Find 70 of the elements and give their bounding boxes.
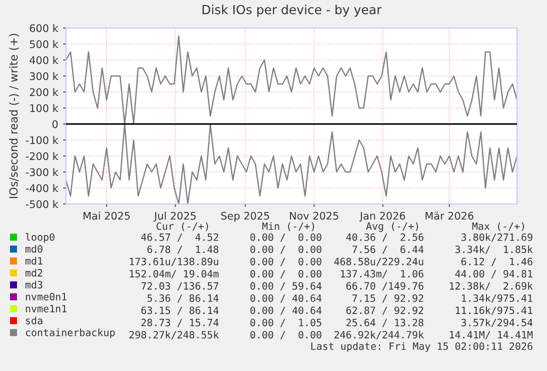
y-tick-label: -400 k <box>26 184 58 192</box>
y-tick-label: -200 k <box>26 152 58 160</box>
text: 0.00 / 59.64 <box>250 282 322 291</box>
text: 72.03 /136.57 <box>141 282 218 291</box>
text: Cur (-/+) <box>156 222 208 232</box>
text: Max (-/+) <box>472 222 524 232</box>
legend-label: nvme0n1 <box>26 292 66 300</box>
text: 40.36 / 2.56 <box>346 233 424 242</box>
text: 468.58u/229.24u <box>334 258 424 266</box>
text: 0.00 / 40.64 <box>250 306 322 315</box>
y-tick-label: 500 k <box>30 40 58 48</box>
text: 63.15 / 86.14 <box>141 306 219 315</box>
text: 0.00 / 0.00 <box>250 270 322 278</box>
legend-label: md0 <box>26 244 42 253</box>
legend-label: md3 <box>26 280 42 289</box>
legend-label: md1 <box>26 256 42 265</box>
text: 3.34k/ 1.85k <box>455 245 533 254</box>
y-tick-label: 100 k <box>30 104 58 112</box>
text: 12.38k/ 2.69k <box>450 282 533 291</box>
text: 62.87 / 92.92 <box>346 306 424 315</box>
y-axis-title: IOs/second read (-) / write (+) <box>9 34 19 198</box>
text: 298.27k/248.55k <box>129 330 219 340</box>
text: 7.15 / 92.92 <box>352 294 424 303</box>
text: 173.61u/138.89u <box>130 258 218 266</box>
x-tick-label: Mai 2025 <box>84 212 130 220</box>
text: 0.00 / 1.05 <box>250 318 322 328</box>
legend-label: nvme1n1 <box>26 304 66 312</box>
x-tick-label: Jan 2026 <box>359 212 406 222</box>
y-tick-label: 0 <box>52 120 58 128</box>
text: 0.00 / 0.00 <box>250 246 322 254</box>
text: 3.80k/271.69 <box>461 233 532 242</box>
legend-label: sda <box>26 316 42 324</box>
y-tick-label: -500 k <box>26 200 58 208</box>
legend-label: md2 <box>26 268 42 277</box>
text: Min (-/+) <box>262 222 314 232</box>
text: 7.56 / 6.44 <box>352 246 424 254</box>
text: 28.73 / 15.74 <box>141 318 219 328</box>
x-tick-label: Sep 2025 <box>221 212 270 222</box>
text: 246.92k/244.79k <box>334 330 424 340</box>
x-tick-label: Mär 2026 <box>426 212 474 220</box>
text: 0.00 / 40.64 <box>250 294 322 303</box>
y-tick-label: 400 k <box>30 56 58 64</box>
legend-label: containerbackup <box>26 328 115 338</box>
text: Last update: Fri May 15 02:00:11 2026 <box>311 342 532 352</box>
chart-title: Disk IOs per device - by year <box>202 4 382 17</box>
text: 6.12 / 1.46 <box>461 258 532 266</box>
legend-label: loop0 <box>26 233 54 243</box>
text: 66.70 /149.76 <box>346 282 424 291</box>
y-tick-label: 200 k <box>30 88 58 96</box>
x-tick-label: Nov 2025 <box>290 212 338 220</box>
text: 3.57k/294.54 <box>461 318 533 328</box>
text: 0.00 / 0.00 <box>250 233 322 242</box>
text: 11.16k/975.41 <box>456 306 532 315</box>
text: 0.00 / 0.00 <box>250 258 322 266</box>
text: Avg (-/+) <box>366 222 418 232</box>
text: 137.43m/ 1.06 <box>340 270 424 278</box>
text: 14.41M/ 14.41M <box>450 331 533 340</box>
text: 25.64 / 13.28 <box>346 318 424 328</box>
text: 152.04m/ 19.04m <box>130 270 219 278</box>
x-tick-label: Jul 2025 <box>154 212 196 222</box>
text: 0.00 / 0.00 <box>250 330 322 340</box>
text: 6.78 / 1.48 <box>147 246 218 254</box>
text: 1.34k/975.41 <box>462 294 532 303</box>
text: 44.00 / 94.81 <box>455 270 532 278</box>
y-tick-label: 600 k <box>30 24 58 32</box>
y-tick-label: -300 k <box>26 168 58 176</box>
text: 5.36 / 86.14 <box>147 294 219 303</box>
text: 46.57 / 4.52 <box>141 233 218 242</box>
y-tick-label: 300 k <box>30 72 58 80</box>
y-tick-label: -100 k <box>26 136 58 144</box>
